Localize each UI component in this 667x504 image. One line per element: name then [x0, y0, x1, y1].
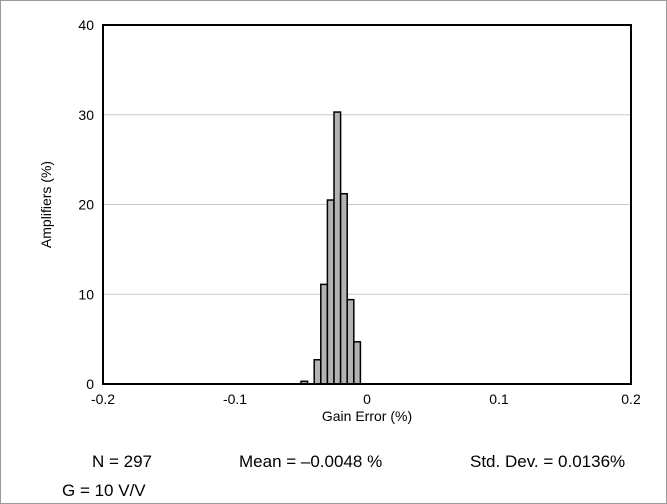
y-tick-label: 30	[78, 107, 94, 123]
x-axis-label: Gain Error (%)	[322, 408, 412, 424]
y-tick-label: 0	[86, 376, 94, 392]
histogram-bar	[320, 283, 329, 385]
x-tick-label: 0	[363, 391, 371, 407]
plot-area-border	[102, 24, 632, 385]
histogram-bar	[313, 359, 322, 385]
y-tick-label: 40	[78, 17, 94, 33]
y-tick-label: 10	[78, 286, 94, 302]
axis-ticks: -0.2 -0.1 0 0.1 0.2 0 10 20 30 40	[78, 17, 641, 407]
histogram-bar	[346, 298, 355, 385]
histogram-bar	[339, 192, 348, 385]
x-tick-label: -0.1	[223, 391, 247, 407]
x-tick-label: 0.1	[489, 391, 509, 407]
y-axis-label: Amplifiers (%)	[38, 161, 54, 248]
std-dev-value: Std. Dev. = 0.0136%	[470, 452, 626, 471]
gain-setting: G = 10 V/V	[62, 481, 146, 500]
y-tick-label: 20	[78, 197, 94, 213]
sample-count: N = 297	[92, 452, 153, 471]
histogram-bar	[353, 341, 362, 385]
x-tick-label: 0.2	[621, 391, 641, 407]
mean-value: Mean = –0.0048 %	[239, 452, 383, 471]
histogram-bar	[326, 199, 335, 385]
histogram-bars	[300, 111, 362, 385]
histogram-bar	[333, 111, 342, 385]
grid-lines	[103, 114, 631, 295]
x-tick-label: -0.2	[91, 391, 115, 407]
